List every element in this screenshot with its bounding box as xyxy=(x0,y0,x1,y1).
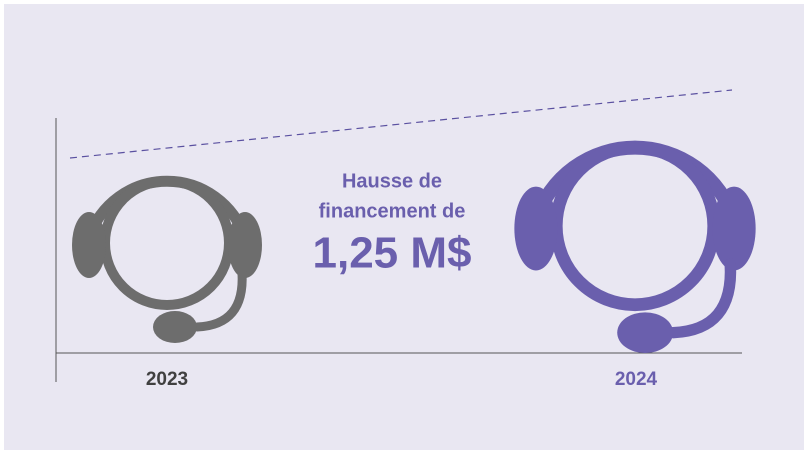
trend-line xyxy=(69,89,733,159)
headline-line2: financement de xyxy=(319,200,466,222)
headline-line1: Hausse de xyxy=(342,170,442,192)
background-panel xyxy=(4,4,804,450)
year-label: 2024 xyxy=(615,369,658,390)
headline-amount: 1,25 M$ xyxy=(313,229,472,278)
year-label: 2023 xyxy=(146,369,188,390)
